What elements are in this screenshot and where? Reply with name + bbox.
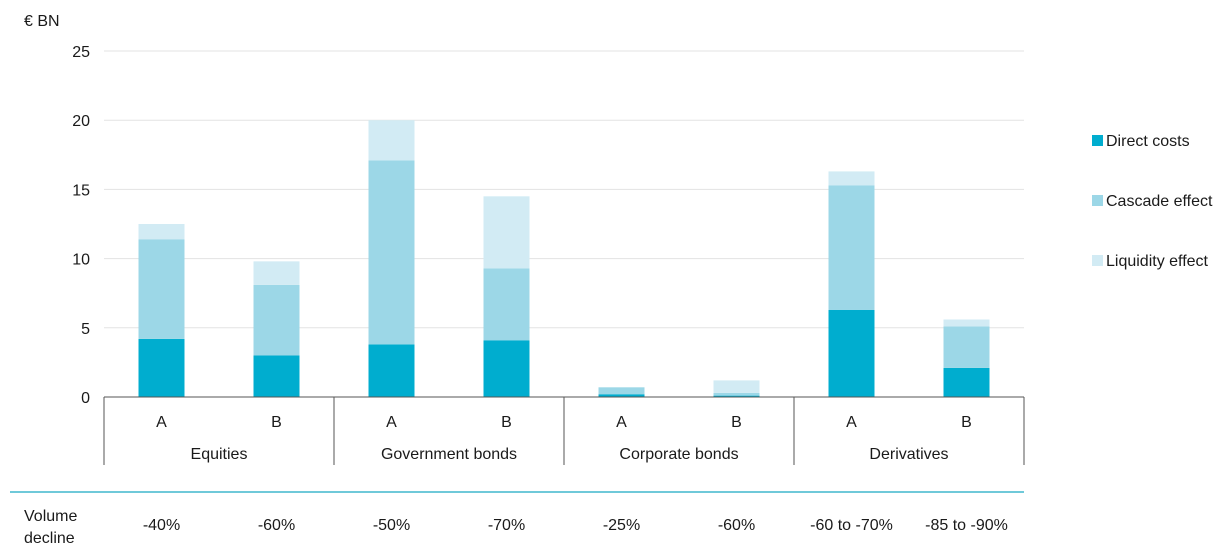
legend-label: Direct costs <box>1106 133 1190 150</box>
bar-direct-costs <box>253 355 300 397</box>
y-tick-label: 0 <box>81 390 90 407</box>
bar-liquidity-effect <box>253 261 300 285</box>
category-axis: A B A B A B A B Equities Government bonds Corporat… <box>103 396 1025 465</box>
y-tick-label: 5 <box>81 321 90 338</box>
volume-decline-row: -40% -60% -50% -70% -25% -60% -60 to -70% -85 t… <box>10 491 1024 534</box>
x-tick-label: A <box>616 414 627 431</box>
x-tick-label: B <box>501 414 512 431</box>
bar-direct-costs <box>598 394 645 397</box>
x-tick-label: A <box>846 414 857 431</box>
x-tick-label: B <box>961 414 972 431</box>
bar-direct-costs <box>483 340 530 397</box>
y-tick-label: 20 <box>72 113 90 130</box>
volume-decline-value: -25% <box>603 517 640 534</box>
bar-liquidity-effect <box>828 171 875 186</box>
volume-decline-label-line2: decline <box>24 530 75 544</box>
legend-swatch <box>1092 135 1103 146</box>
gridlines <box>104 50 1024 329</box>
bar-cascade-effect <box>828 185 875 310</box>
y-tick-label: 15 <box>72 182 90 199</box>
group-label: Derivatives <box>869 446 948 463</box>
volume-decline-value: -60% <box>718 517 755 534</box>
bar-direct-costs <box>943 367 990 397</box>
bar-direct-costs <box>138 338 185 397</box>
legend: Direct costs Cascade effect Liquidity effe… <box>1092 133 1213 270</box>
volume-decline-value: -70% <box>488 517 525 534</box>
bar-liquidity-effect <box>943 319 990 327</box>
bar-liquidity-effect <box>483 196 530 269</box>
bar-liquidity-effect <box>368 120 415 161</box>
group-label: Corporate bonds <box>619 446 738 463</box>
bar-cascade-effect <box>368 160 415 345</box>
bar-direct-costs <box>828 309 875 397</box>
bar-liquidity-effect <box>138 224 185 240</box>
legend-label: Liquidity effect <box>1106 253 1209 270</box>
x-tick-label: A <box>156 414 167 431</box>
bar-cascade-effect <box>253 284 300 356</box>
volume-decline-value: -60% <box>258 517 295 534</box>
bar-cascade-effect <box>713 392 760 396</box>
bar-liquidity-effect <box>713 380 760 393</box>
bar-cascade-effect <box>483 268 530 341</box>
legend-swatch <box>1092 255 1103 266</box>
bar-cascade-effect <box>138 239 185 339</box>
bars <box>138 120 990 397</box>
volume-decline-label-line1: Volume <box>24 508 77 525</box>
bar-cascade-effect <box>943 326 990 368</box>
bar-direct-costs <box>713 395 760 397</box>
y-tick-label: 25 <box>72 44 90 61</box>
y-unit-label: € BN <box>24 13 60 30</box>
x-tick-label: B <box>731 414 742 431</box>
volume-decline-value: -60 to -70% <box>810 517 893 534</box>
x-tick-label: A <box>386 414 397 431</box>
y-axis-ticks: 0 5 10 15 20 25 <box>72 44 90 407</box>
group-label: Government bonds <box>381 446 517 463</box>
volume-decline-value: -85 to -90% <box>925 517 1008 534</box>
bar-cascade-effect <box>598 387 645 395</box>
y-tick-label: 10 <box>72 252 90 269</box>
volume-decline-value: -40% <box>143 517 180 534</box>
legend-swatch <box>1092 195 1103 206</box>
group-label: Equities <box>191 446 248 463</box>
volume-decline-value: -50% <box>373 517 410 534</box>
legend-label: Cascade effect <box>1106 193 1213 210</box>
x-tick-label: B <box>271 414 282 431</box>
bar-direct-costs <box>368 344 415 397</box>
